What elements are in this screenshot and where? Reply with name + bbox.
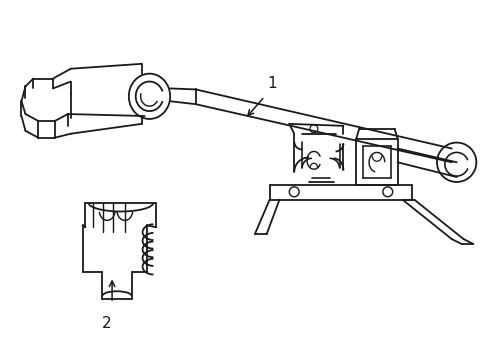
Text: 1: 1	[267, 76, 277, 91]
Text: 2: 2	[102, 316, 112, 331]
